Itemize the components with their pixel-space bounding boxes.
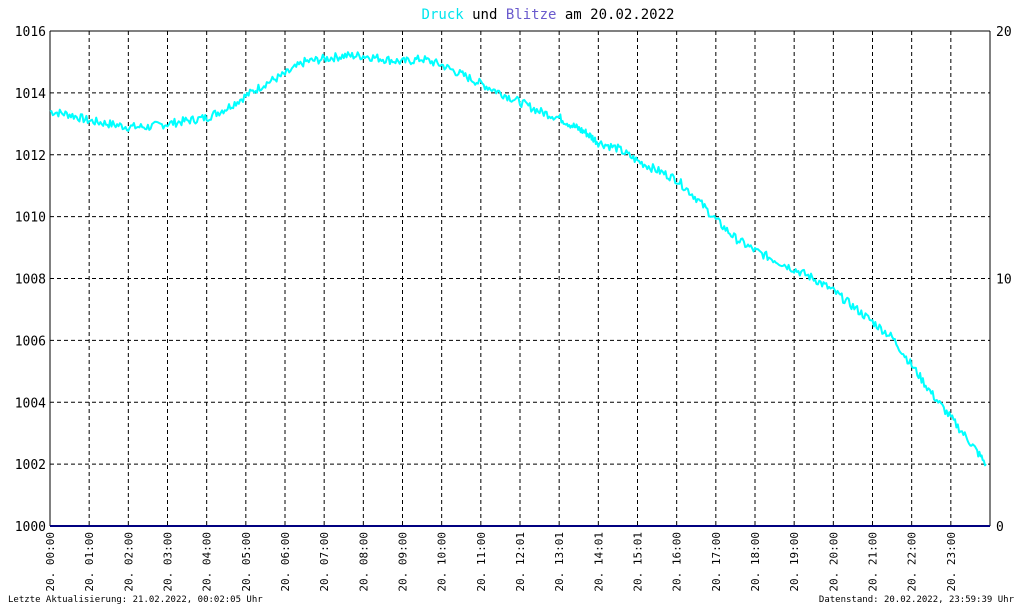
footer-data-state: Datenstand: 20.02.2022, 23:59:39 Uhr [819,595,1015,605]
x-tick-label: 20. 07:00 [318,532,331,592]
y-right-tick-label: 20 [996,25,1012,40]
y-right-tick-label: 0 [996,520,1004,535]
x-tick-label: 20. 02:00 [122,532,135,592]
y-left-tick-label: 1008 [15,273,46,288]
x-tick-label: 20. 05:00 [240,532,253,592]
y-left-tick-label: 1002 [15,458,46,473]
x-tick-label: 20. 12:01 [514,532,527,592]
title-blitze: Blitze [506,7,557,23]
x-tick-label: 20. 20:00 [827,532,840,592]
x-tick-label: 20. 16:00 [671,532,684,592]
y-left-tick-label: 1006 [15,334,46,349]
x-tick-label: 20. 00:00 [44,532,57,592]
y-right-tick-label: 10 [996,273,1012,288]
x-tick-label: 20. 09:00 [397,532,410,592]
chart-title: Druck und Blitze am 20.02.2022 [422,7,675,23]
y-left-tick-label: 1016 [15,25,46,40]
x-tick-label: 20. 23:00 [945,532,958,592]
x-tick-label: 20. 14:01 [592,532,605,592]
x-tick-label: 20. 21:00 [867,532,880,592]
x-tick-label: 20. 18:00 [749,532,762,592]
x-tick-label: 20. 17:00 [710,532,723,592]
y-left-tick-label: 1004 [15,396,46,411]
x-tick-label: 20. 15:01 [632,532,645,592]
y-left-tick-label: 1012 [15,149,46,164]
title-date: am 20.02.2022 [556,7,674,23]
y-left-tick-label: 1000 [15,520,46,535]
x-tick-label: 20. 22:00 [906,532,919,592]
x-tick-label: 20. 13:01 [553,532,566,592]
title-und: und [464,7,506,23]
x-tick-label: 20. 10:00 [436,532,449,592]
x-tick-label: 20. 06:00 [279,532,292,592]
x-tick-label: 20. 11:00 [475,532,488,592]
x-tick-label: 20. 19:00 [788,532,801,592]
series-line-druck [49,51,987,467]
x-tick-label: 20. 04:00 [201,532,214,592]
title-druck: Druck [422,7,465,23]
x-tick-label: 20. 01:00 [83,532,96,592]
x-tick-label: 20. 03:00 [162,532,175,592]
footer-last-update: Letzte Aktualisierung: 21.02.2022, 00:02… [8,595,263,605]
x-tick-label: 20. 08:00 [357,532,370,592]
y-left-tick-label: 1010 [15,211,46,226]
y-left-tick-label: 1014 [15,87,46,102]
